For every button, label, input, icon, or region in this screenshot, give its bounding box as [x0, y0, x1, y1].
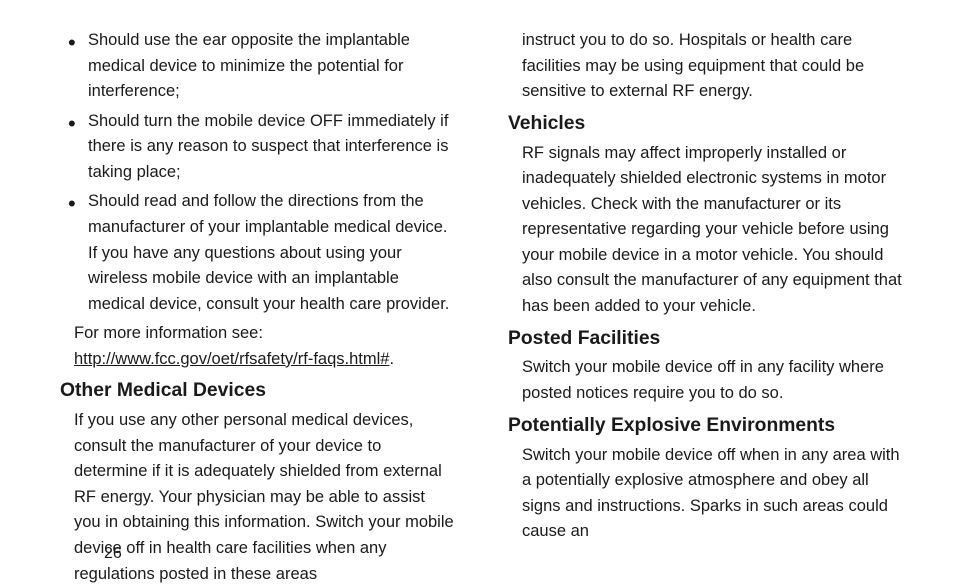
- list-item: Should use the ear opposite the implanta…: [60, 28, 456, 105]
- vehicles-paragraph: RF signals may affect improperly install…: [508, 141, 904, 320]
- list-item: Should turn the mobile device OFF immedi…: [60, 109, 456, 186]
- more-info-line: For more information see: http://www.fcc…: [60, 321, 456, 372]
- posted-facilities-paragraph: Switch your mobile device off in any fac…: [508, 355, 904, 406]
- bullet-list: Should use the ear opposite the implanta…: [60, 28, 456, 317]
- explosive-environments-paragraph: Switch your mobile device off when in an…: [508, 443, 904, 545]
- more-info-suffix: .: [389, 350, 394, 368]
- list-item: Should read and follow the directions fr…: [60, 189, 456, 317]
- fcc-link[interactable]: http://www.fcc.gov/oet/rfsafety/rf-faqs.…: [74, 350, 389, 368]
- page-number: 26: [104, 545, 122, 563]
- more-info-prefix: For more information see:: [74, 324, 263, 342]
- left-column: Should use the ear opposite the implanta…: [60, 28, 456, 528]
- heading-other-medical-devices: Other Medical Devices: [60, 376, 456, 406]
- two-column-layout: Should use the ear opposite the implanta…: [60, 28, 904, 528]
- continuation-paragraph: instruct you to do so. Hospitals or heal…: [508, 28, 904, 105]
- heading-vehicles: Vehicles: [508, 109, 904, 139]
- heading-posted-facilities: Posted Facilities: [508, 324, 904, 354]
- right-column: instruct you to do so. Hospitals or heal…: [508, 28, 904, 528]
- heading-explosive-environments: Potentially Explosive Environments: [508, 411, 904, 441]
